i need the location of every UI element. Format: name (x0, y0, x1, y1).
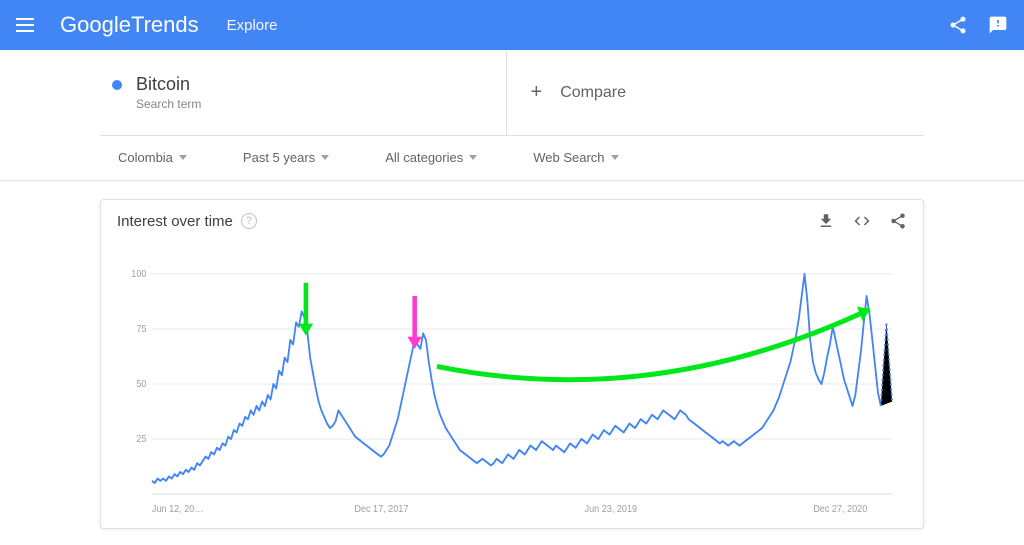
divider (0, 180, 1024, 181)
filter-category[interactable]: All categories (385, 150, 477, 165)
filter-time-label: Past 5 years (243, 150, 315, 165)
svg-text:100: 100 (131, 269, 146, 281)
chevron-down-icon (321, 155, 329, 160)
compare-label: Compare (560, 84, 626, 102)
svg-text:Jun 12, 20…: Jun 12, 20… (152, 504, 204, 516)
svg-text:Jun 23, 2019: Jun 23, 2019 (585, 504, 638, 516)
interest-chart: 25 50 75 100 Jun 12, 20… Dec 17, 2017 Jun 23, … (121, 268, 903, 518)
page-body: Bitcoin Search term + Compare Colombia P… (0, 50, 1024, 529)
filter-type[interactable]: Web Search (533, 150, 618, 165)
chevron-down-icon (611, 155, 619, 160)
share-icon[interactable] (889, 212, 907, 230)
filters-row: Colombia Past 5 years All categories Web… (100, 136, 924, 180)
interest-card: Interest over time ? 25 50 75 100 Jun 12, 20… (100, 199, 924, 529)
svg-text:Dec 27, 2020: Dec 27, 2020 (813, 504, 867, 516)
help-icon[interactable]: ? (241, 213, 257, 229)
chevron-down-icon (469, 155, 477, 160)
filter-region[interactable]: Colombia (118, 150, 187, 165)
terms-row: Bitcoin Search term + Compare (100, 50, 924, 136)
plus-icon: + (531, 81, 543, 104)
filter-type-label: Web Search (533, 150, 604, 165)
term-card[interactable]: Bitcoin Search term (100, 50, 507, 135)
filter-time[interactable]: Past 5 years (243, 150, 329, 165)
term-subtitle: Search term (136, 97, 201, 111)
page-title[interactable]: Explore (227, 17, 278, 34)
chevron-down-icon (179, 155, 187, 160)
filter-category-label: All categories (385, 150, 463, 165)
embed-icon[interactable] (851, 212, 873, 230)
svg-text:75: 75 (136, 324, 146, 336)
filter-region-label: Colombia (118, 150, 173, 165)
download-icon[interactable] (817, 212, 835, 230)
card-header: Interest over time ? (101, 200, 923, 238)
svg-text:Dec 17, 2017: Dec 17, 2017 (354, 504, 408, 516)
term-name: Bitcoin (136, 74, 201, 95)
logo-trends: Trends (131, 12, 199, 37)
logo-google: Google (60, 12, 131, 37)
chart-container: 25 50 75 100 Jun 12, 20… Dec 17, 2017 Jun 23, … (101, 238, 923, 528)
feedback-icon[interactable] (988, 15, 1008, 35)
logo[interactable]: GoogleTrends (60, 12, 199, 38)
svg-text:50: 50 (136, 379, 146, 391)
compare-button[interactable]: + Compare (507, 50, 925, 135)
menu-icon[interactable] (16, 13, 40, 37)
share-icon[interactable] (948, 15, 968, 35)
term-color-dot (112, 80, 122, 90)
svg-text:25: 25 (136, 434, 146, 446)
app-header: GoogleTrends Explore (0, 0, 1024, 50)
card-title: Interest over time (117, 213, 233, 230)
